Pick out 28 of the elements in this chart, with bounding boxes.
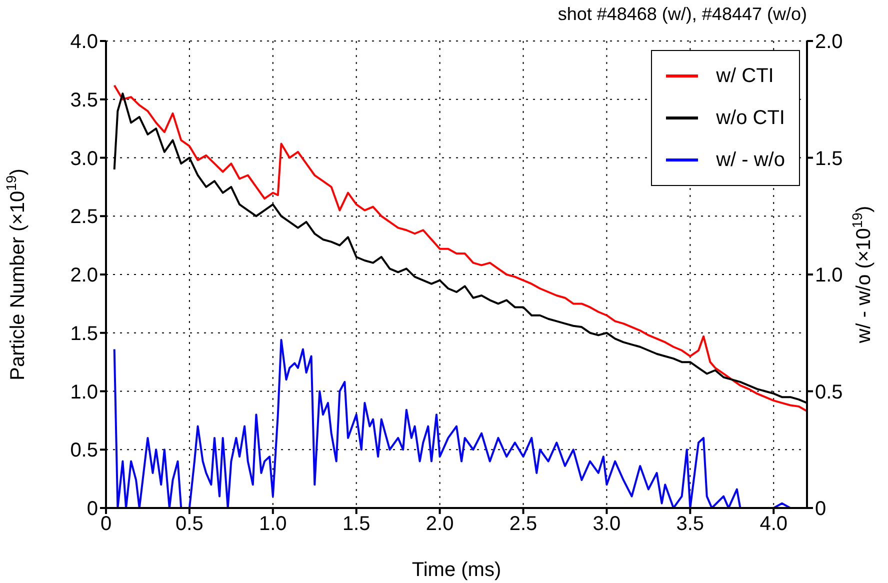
x-tick-label: 1.5 [342, 513, 370, 536]
y2-tick-label: 1.5 [815, 148, 843, 170]
y2-tick-label: 0.5 [815, 381, 843, 404]
y-tick-label: 1.5 [70, 322, 98, 345]
x-tick-label: 3.0 [592, 513, 621, 536]
y-tick-label: 2.5 [70, 206, 98, 228]
y-tick-label: 3.5 [70, 89, 98, 112]
y-tick-label: 4.0 [70, 31, 98, 54]
x-tick-label: 0.5 [176, 513, 204, 536]
x-tick-label: 0 [100, 513, 112, 536]
x-tick-label: 2.0 [426, 513, 454, 536]
y-tick-label: 2.0 [70, 264, 98, 287]
legend-label: w/ CTI [716, 64, 774, 88]
y2-tick-label: 1.0 [815, 264, 843, 287]
legend-label: w/o CTI [716, 106, 785, 130]
x-tick-label: 4.0 [760, 513, 788, 536]
y-tick-label: 0 [86, 498, 98, 520]
y2-tick-label: 2.0 [815, 31, 843, 54]
legend-label: w/ - w/o [716, 148, 785, 172]
y-tick-label: 0.5 [70, 440, 98, 462]
y2-tick-label: 0 [815, 498, 826, 520]
x-tick-label: 1.0 [259, 513, 287, 536]
x-tick-label: 2.5 [509, 513, 538, 536]
chart-title: shot #48468 (w/), #48447 (w/o) [558, 4, 807, 25]
y-tick-label: 3.0 [70, 148, 98, 170]
x-tick-label: 3.5 [676, 513, 704, 536]
y-tick-label: 1.0 [70, 381, 98, 404]
x-axis-title: Time (ms) [412, 559, 502, 581]
